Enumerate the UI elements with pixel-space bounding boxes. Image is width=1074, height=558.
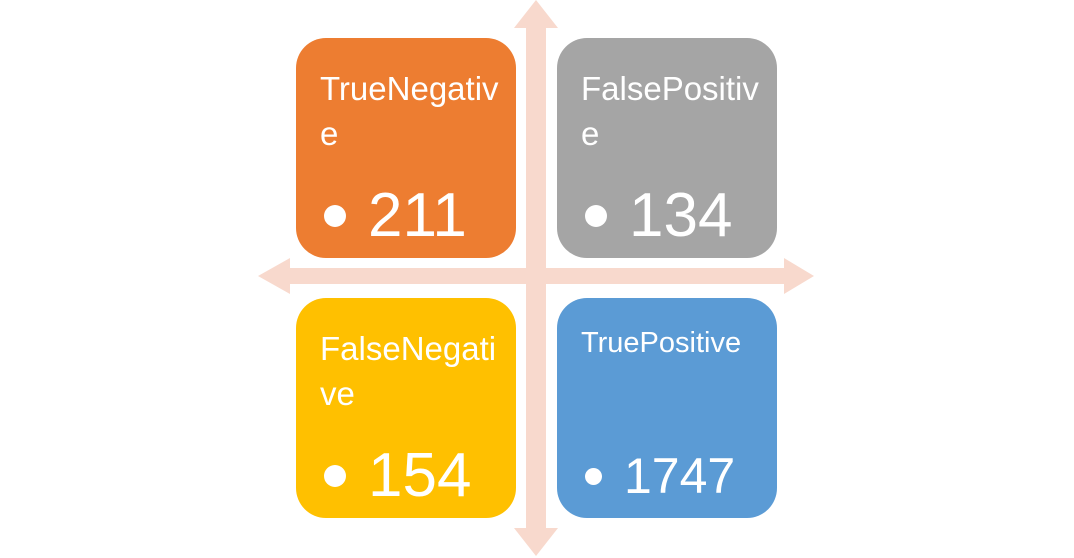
false-negative-label: FalseNegative xyxy=(320,330,497,412)
false-positive-quadrant: FalsePositive 134 xyxy=(557,38,777,258)
bullet-icon xyxy=(324,205,346,227)
true-negative-value-row: 211 xyxy=(324,176,467,256)
true-positive-value-row: 1747 xyxy=(585,436,735,516)
true-negative-label: TrueNegative xyxy=(320,70,499,152)
bullet-icon xyxy=(585,467,602,485)
true-positive-label: TruePositive xyxy=(581,327,742,359)
bullet-icon xyxy=(324,465,346,487)
true-negative-quadrant: TrueNegative 211 xyxy=(296,38,516,258)
false-negative-value-row: 154 xyxy=(324,436,471,516)
true-negative-value: 211 xyxy=(368,181,467,250)
true-positive-quadrant: TruePositive 1747 xyxy=(557,298,777,518)
bullet-icon xyxy=(585,205,607,227)
vertical-axis-arrow xyxy=(514,0,558,556)
true-positive-value: 1747 xyxy=(624,448,736,504)
false-positive-value-row: 134 xyxy=(585,176,732,256)
false-negative-quadrant: FalseNegative 154 xyxy=(296,298,516,518)
false-negative-value: 154 xyxy=(368,441,472,510)
false-positive-label: FalsePositive xyxy=(581,70,759,152)
false-positive-value: 134 xyxy=(629,181,733,250)
